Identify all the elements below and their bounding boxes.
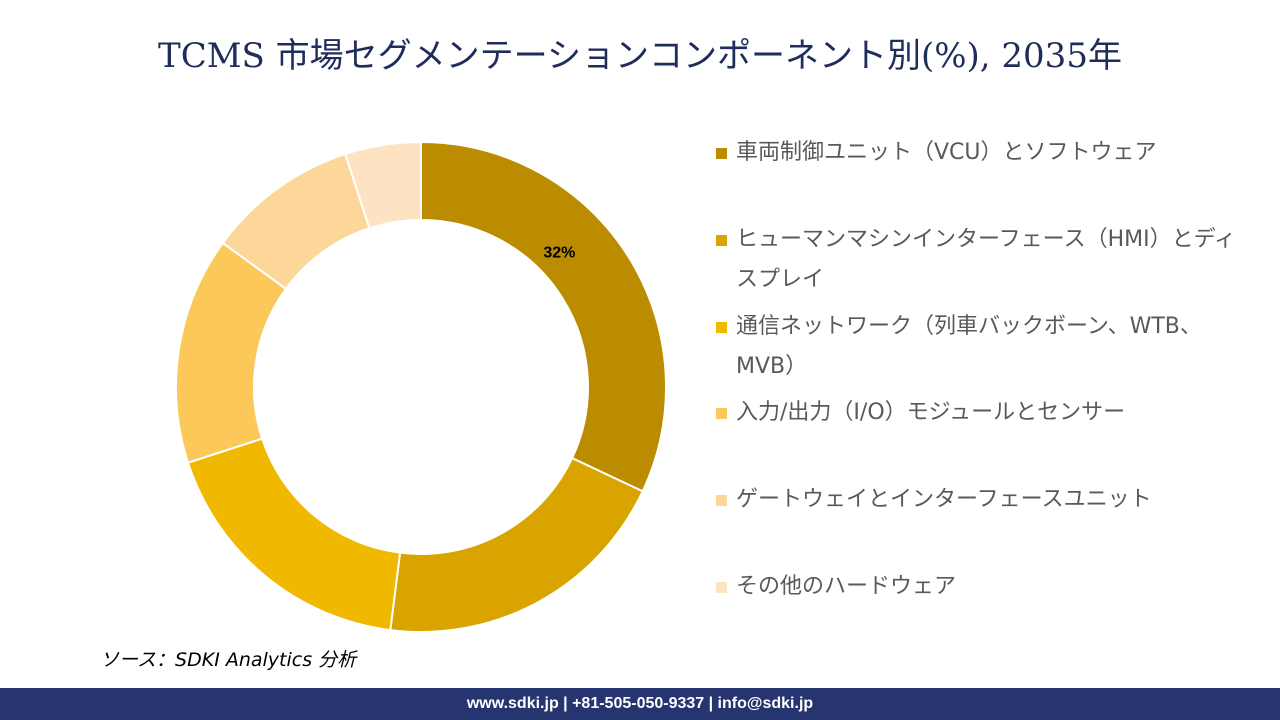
legend-item: 車両制御ユニット（VCU）とソフトウェア [716,133,1256,173]
legend-swatch [716,235,727,246]
legend-item: ゲートウェイとインターフェースユニット [716,480,1256,520]
legend-label: ゲートウェイとインターフェースユニット [736,487,1152,512]
legend-label: 車両制御ユニット（VCU）とソフトウェア [736,140,1157,165]
legend-label: 通信ネットワーク（列車バックボーン、WTB、MVB） [736,314,1202,379]
source: ソース：SDKI Analytics 分析 [100,649,357,671]
legend-item: その他のハードウェア [716,567,1256,607]
chart-title: TCMS 市場セグメンテーションコンポーネント別(%), 2035年 [158,36,1122,76]
legend-swatch [716,148,727,159]
donut-slice [420,140,667,493]
donut-slice [186,437,402,632]
footer: www.sdki.jp | +81-505-050-9337 | info@sd… [0,688,1280,720]
donut-slice [344,140,422,230]
chart: 32% [175,140,667,633]
donut-slice [389,456,645,633]
legend-label: 入力/出力（I/O）モジュールとセンサー [736,400,1126,425]
legend-item: 通信ネットワーク（列車バックボーン、WTB、MVB） [716,307,1256,387]
legend-item: ヒューマンマシンインターフェース（HMI）とディスプレイ [716,220,1256,300]
legend-swatch [716,495,727,506]
legend-label: ヒューマンマシンインターフェース（HMI）とディスプレイ [736,227,1237,292]
legend-swatch [716,408,727,419]
data-label: 32% [543,245,575,262]
legend-label: その他のハードウェア [736,574,957,599]
legend-swatch [716,322,727,333]
legend-swatch [716,582,727,593]
legend-item: 入力/出力（I/O）モジュールとセンサー [716,393,1256,433]
